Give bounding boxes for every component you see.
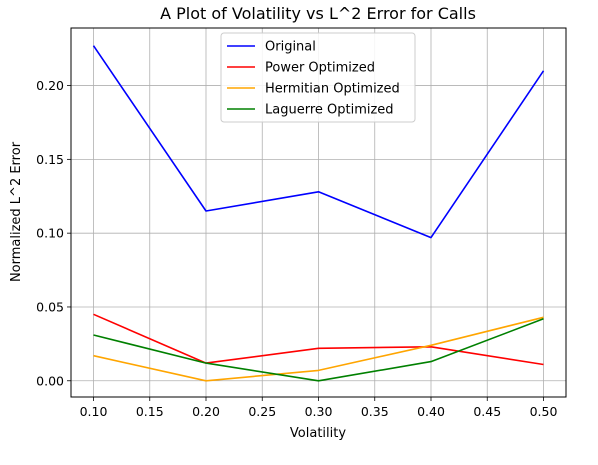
legend-label-hermitian-optimized: Hermitian Optimized	[265, 82, 400, 97]
x-tick-label: 0.30	[305, 404, 333, 419]
y-tick-label: 0.00	[36, 373, 64, 388]
x-tick-label: 0.15	[136, 404, 164, 419]
y-axis-ticks: 0.00 0.05 0.10 0.15 0.20	[36, 78, 71, 388]
series-line-laguerre-optimized	[93, 318, 544, 382]
x-tick-label: 0.10	[80, 404, 108, 419]
y-tick-label: 0.05	[36, 299, 64, 314]
y-tick-label: 0.10	[36, 226, 64, 241]
chart-title: A Plot of Volatility vs L^2 Error for Ca…	[160, 4, 476, 23]
x-axis-ticks: 0.10 0.15 0.20 0.25 0.30 0.35 0.40 0.45 0.50	[80, 397, 558, 419]
series-line-hermitian-optimized	[93, 316, 544, 382]
legend-box	[220, 32, 416, 123]
x-axis-label: Volatility	[290, 426, 346, 441]
legend-label-power-optimized: Power Optimized	[265, 61, 375, 76]
x-tick-label: 0.20	[192, 404, 220, 419]
y-tick-label: 0.20	[36, 78, 64, 93]
y-axis-label: Normalized L^2 Error	[9, 141, 24, 282]
x-tick-label: 0.50	[530, 404, 558, 419]
x-tick-label: 0.25	[248, 404, 276, 419]
x-tick-label: 0.35	[361, 404, 389, 419]
series-line-power-optimized	[93, 313, 544, 366]
series-lines	[92, 45, 545, 382]
series-line-original	[92, 45, 545, 239]
legend-label-laguerre-optimized: Laguerre Optimized	[265, 103, 394, 118]
legend-label-original: Original	[265, 40, 316, 55]
x-tick-label: 0.40	[417, 404, 445, 419]
legend: Original Power Optimized Hermitian Optimiz…	[220, 32, 416, 123]
y-tick-label: 0.15	[36, 152, 64, 167]
x-tick-label: 0.45	[473, 404, 501, 419]
